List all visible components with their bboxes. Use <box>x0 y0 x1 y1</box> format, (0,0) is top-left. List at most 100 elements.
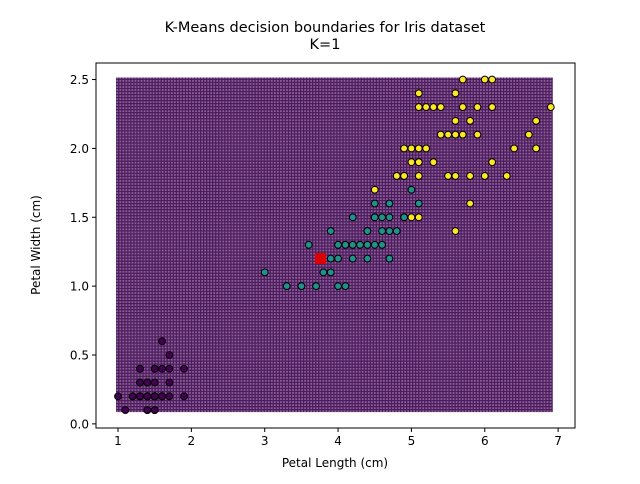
data-point-class-2 <box>458 130 467 139</box>
data-point-class-2 <box>532 144 541 153</box>
data-point-class-0 <box>165 364 174 373</box>
data-point-class-2 <box>414 103 423 111</box>
data-point-class-2 <box>546 103 555 111</box>
data-point-class-1 <box>378 240 386 249</box>
data-point-class-0 <box>150 364 159 373</box>
x-tick-label: 3 <box>261 434 269 448</box>
data-point-class-1 <box>370 213 379 222</box>
x-axis-label: Petal Length (cm) <box>282 456 388 470</box>
data-point-class-0 <box>158 364 166 373</box>
y-axis-label: Petal Width (cm) <box>29 195 43 295</box>
data-point-class-0 <box>143 406 152 414</box>
data-point-class-1 <box>260 268 269 277</box>
data-point-class-0 <box>114 392 122 401</box>
data-point-class-0 <box>143 392 152 401</box>
data-point-class-1 <box>348 254 357 263</box>
data-point-class-0 <box>136 378 144 387</box>
data-point-class-2 <box>488 103 497 111</box>
data-point-class-0 <box>150 392 159 401</box>
x-tick-label: 7 <box>554 434 562 448</box>
data-point-class-1 <box>348 213 357 222</box>
data-point-class-2 <box>422 103 430 111</box>
data-point-class-1 <box>385 199 394 208</box>
data-point-class-2 <box>422 144 430 153</box>
data-point-class-2 <box>451 227 460 235</box>
centroid-layer <box>314 253 326 265</box>
centroid-marker <box>314 253 326 265</box>
data-point-class-2 <box>480 75 489 84</box>
data-point-class-2 <box>407 158 416 167</box>
y-tick-label: 2.0 <box>70 142 89 156</box>
data-point-class-2 <box>392 172 401 180</box>
points-layer <box>114 75 555 414</box>
data-point-class-1 <box>370 240 379 249</box>
y-axis: 0.0 0.5 1.0 1.5 2.0 2.5 <box>70 73 96 431</box>
data-point-class-2 <box>466 172 475 180</box>
data-point-class-1 <box>282 282 291 291</box>
data-point-class-2 <box>488 158 497 167</box>
data-point-class-1 <box>392 227 401 235</box>
data-point-class-1 <box>312 282 320 291</box>
data-point-class-0 <box>165 392 174 401</box>
data-point-class-2 <box>466 116 475 125</box>
data-point-class-1 <box>348 240 357 249</box>
data-point-class-2 <box>473 130 482 139</box>
chart-title: K-Means decision boundaries for Iris dat… <box>165 20 486 36</box>
data-point-class-2 <box>488 75 497 84</box>
data-point-class-1 <box>326 254 335 263</box>
data-point-class-0 <box>150 406 159 414</box>
data-point-class-1 <box>297 282 306 291</box>
data-point-class-1 <box>400 213 408 222</box>
data-point-class-0 <box>180 392 188 401</box>
data-point-class-1 <box>363 240 372 249</box>
data-point-class-1 <box>407 185 416 194</box>
data-point-class-2 <box>502 172 511 180</box>
data-point-class-2 <box>444 130 452 139</box>
data-point-class-1 <box>326 268 335 277</box>
data-point-class-1 <box>341 282 350 291</box>
data-point-class-1 <box>356 240 364 249</box>
data-point-class-2 <box>458 75 467 84</box>
chart-subtitle: K=1 <box>310 37 341 53</box>
data-point-class-0 <box>158 337 166 346</box>
data-point-class-2 <box>429 103 438 111</box>
data-point-class-2 <box>429 158 438 167</box>
data-point-class-2 <box>466 199 475 208</box>
data-point-class-2 <box>407 213 416 222</box>
data-point-class-2 <box>444 172 452 180</box>
data-point-class-2 <box>510 144 519 153</box>
y-tick-label: 0.0 <box>70 417 89 431</box>
data-point-class-1 <box>326 227 335 235</box>
data-point-class-2 <box>414 144 423 153</box>
data-point-class-2 <box>458 103 467 111</box>
data-point-class-0 <box>150 378 159 387</box>
data-point-class-0 <box>158 392 166 401</box>
data-point-class-2 <box>407 144 416 153</box>
data-point-class-2 <box>451 89 460 98</box>
data-point-class-1 <box>319 268 328 277</box>
y-tick-label: 1.0 <box>70 280 89 294</box>
data-point-class-1 <box>304 240 313 249</box>
data-point-class-1 <box>334 240 342 249</box>
data-point-class-2 <box>436 130 445 139</box>
data-point-class-1 <box>385 213 394 222</box>
data-point-class-0 <box>180 364 188 373</box>
data-point-class-2 <box>400 144 408 153</box>
data-point-class-2 <box>524 130 533 139</box>
data-point-class-0 <box>165 351 174 359</box>
data-point-class-0 <box>143 378 152 387</box>
data-point-class-2 <box>414 172 423 180</box>
data-point-class-0 <box>136 364 144 373</box>
x-tick-label: 4 <box>334 434 342 448</box>
data-point-class-2 <box>532 116 541 125</box>
data-point-class-1 <box>378 213 386 222</box>
y-tick-label: 1.5 <box>70 211 89 225</box>
data-point-class-2 <box>370 185 379 194</box>
data-point-class-2 <box>473 103 482 111</box>
data-point-class-1 <box>341 240 350 249</box>
x-tick-label: 1 <box>114 434 122 448</box>
x-tick-label: 6 <box>481 434 489 448</box>
data-point-class-1 <box>414 199 423 208</box>
y-tick-label: 0.5 <box>70 349 89 363</box>
